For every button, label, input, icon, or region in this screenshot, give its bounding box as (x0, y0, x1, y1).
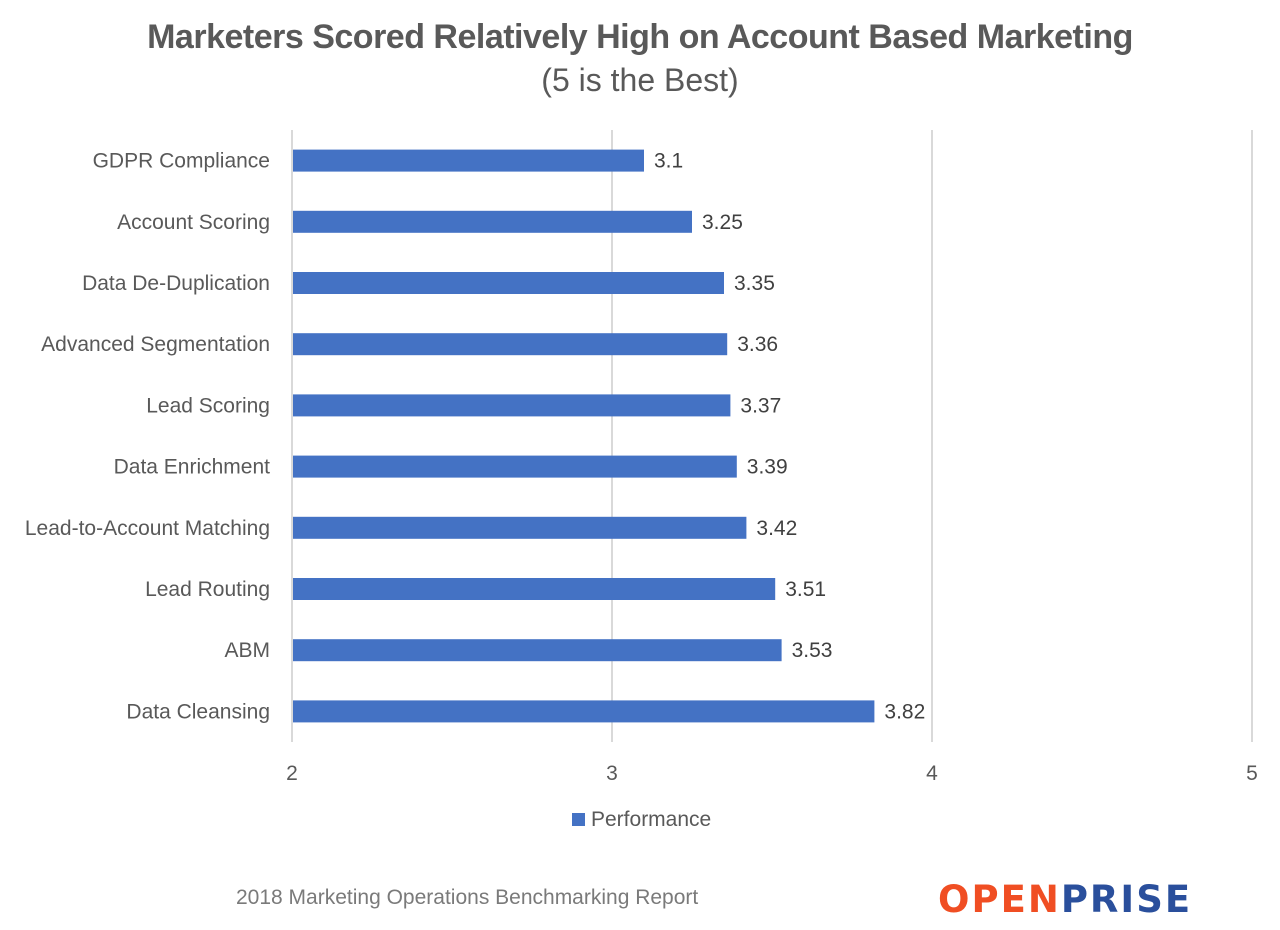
data-label: 3.42 (756, 517, 797, 540)
bar (293, 394, 731, 417)
category-label: Account Scoring (117, 211, 270, 234)
bar (293, 272, 724, 294)
data-label: 3.35 (734, 272, 775, 295)
bar (293, 700, 875, 723)
source-note: 2018 Marketing Operations Benchmarking R… (236, 886, 699, 909)
category-label: GDPR Compliance (93, 150, 270, 173)
category-label: Lead Scoring (146, 394, 270, 417)
category-label: Lead-to-Account Matching (25, 517, 270, 540)
x-tick-label: 3 (606, 762, 618, 785)
chart-title: Marketers Scored Relatively High on Acco… (147, 18, 1133, 56)
x-tick-label: 2 (286, 762, 298, 785)
category-label: Data De-Duplication (82, 272, 270, 295)
bar (293, 210, 692, 233)
legend-swatch (572, 813, 585, 826)
category-label: ABM (224, 639, 270, 662)
category-label: Data Cleansing (126, 700, 270, 723)
category-label: Advanced Segmentation (41, 333, 270, 356)
data-label: 3.25 (702, 211, 743, 234)
logo-open-text: OPEN (938, 878, 1061, 921)
openprise-logo: OPENPRISE (938, 878, 1192, 921)
data-label: 3.36 (737, 333, 778, 356)
category-label: Lead Routing (145, 578, 270, 601)
bar (293, 455, 737, 478)
bar (293, 578, 776, 600)
data-label: 3.53 (792, 639, 833, 662)
bar (293, 333, 728, 356)
chart-subtitle: (5 is the Best) (541, 62, 739, 98)
legend-label: Performance (591, 808, 711, 831)
bar (293, 516, 747, 539)
data-label: 3.39 (747, 456, 788, 479)
x-tick-label: 5 (1246, 762, 1258, 785)
data-label: 3.1 (654, 150, 683, 173)
data-label: 3.37 (740, 394, 781, 417)
logo-prise-text: PRISE (1060, 878, 1193, 921)
x-tick-label: 4 (926, 762, 938, 785)
data-label: 3.82 (884, 700, 925, 723)
bar (293, 149, 644, 172)
bar (293, 639, 782, 662)
category-label: Data Enrichment (114, 456, 271, 479)
data-label: 3.51 (785, 578, 826, 601)
